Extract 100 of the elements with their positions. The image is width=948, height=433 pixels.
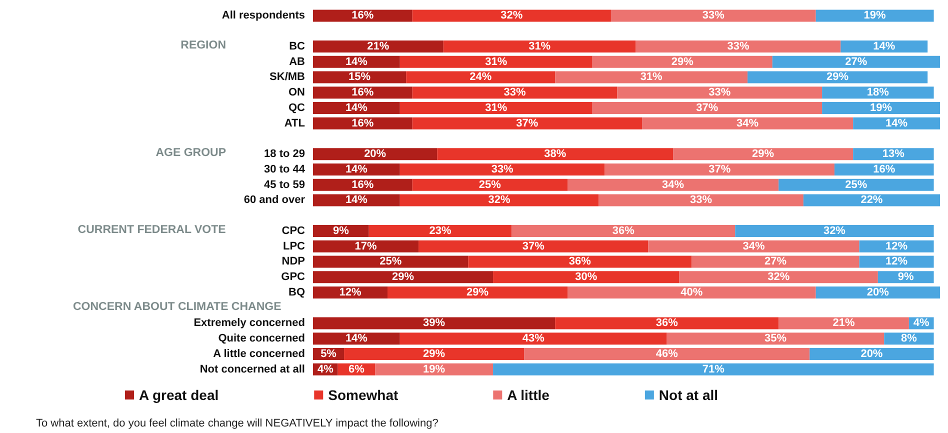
y-tick-label: A little concerned [213,348,305,360]
y-tick-label: GPC [281,271,306,284]
y-tick-label: NDP [282,256,305,268]
data-label: 32% [768,271,790,284]
data-label: 16% [873,163,896,176]
text: CONCERN ABOUT CLIMATE CHANGE [73,300,282,313]
data-label: 20% [860,348,883,360]
data-label: 25% [478,178,502,191]
data-label: 13% [882,148,905,160]
y-tick-label: 18 to 29 [264,148,305,160]
y-tick-label: LPC [283,240,306,252]
data-label: 12% [886,240,908,252]
data-label: 36% [568,256,592,268]
data-label: 22% [860,194,883,206]
data-label: 37% [522,240,545,252]
data-label: 4% [317,363,334,376]
data-label: 39% [423,317,446,330]
data-label: 6% [348,363,365,376]
legend-label: A great deal [139,387,219,403]
data-label: 29% [466,286,489,298]
data-label: 14% [886,117,908,130]
data-label: 29% [392,271,414,284]
data-label: 19% [864,10,886,22]
data-label: 25% [380,256,402,268]
data-label: 24% [470,71,492,84]
y-tick-label: SK/MB [270,71,306,84]
data-label: 14% [345,56,368,68]
data-label: 16% [352,117,374,130]
data-label: 33% [702,10,725,22]
data-label: 32% [823,224,846,237]
y-tick-label: Not concerned at all [200,363,305,376]
data-label: 31% [485,102,508,114]
data-label: 14% [345,163,368,176]
y-tick-label: BC [289,40,306,52]
data-label: 29% [423,348,446,360]
data-label: 31% [640,71,663,84]
data-label: 36% [612,224,635,237]
data-label: 4% [913,317,930,330]
data-label: 14% [345,102,368,114]
data-label: 46% [656,348,678,360]
text: CURRENT FEDERAL VOTE [78,224,226,236]
text: To what extent, do you feel climate change will NEGATIVELY impact the following? [36,418,438,430]
data-label: 38% [544,148,566,160]
y-tick-label: All respondents [222,10,305,22]
data-label: 37% [708,163,731,176]
y-tick-label: Quite concerned [218,332,305,345]
data-label: 27% [845,56,868,68]
data-label: 40% [680,286,703,298]
data-label: 32% [500,10,523,22]
legend-label: Somewhat [328,387,398,403]
data-label: 8% [901,332,918,345]
data-label: 17% [354,240,377,252]
data-label: 37% [696,102,718,114]
data-label: 35% [764,332,787,345]
data-label: 71% [702,363,725,376]
data-label: 43% [522,332,545,345]
data-label: 36% [656,317,678,330]
data-label: 20% [364,148,386,160]
y-tick-label: AB [289,56,306,68]
data-label: 33% [504,86,526,99]
legend-label: Not at all [658,387,718,403]
data-label: 19% [870,102,892,114]
y-tick-label: ATL [284,117,306,130]
data-label: 32% [488,194,510,206]
data-label: 30% [575,271,598,284]
data-label: 23% [429,224,452,237]
text: REGION [180,39,226,52]
y-tick-label: Extremely concerned [194,317,305,330]
data-label: 27% [764,256,787,268]
y-tick-label: ON [288,86,306,99]
data-label: 25% [845,178,868,191]
data-label: 29% [752,148,774,160]
data-label: 37% [516,117,538,130]
data-label: 9% [898,271,914,284]
data-label: 21% [832,317,855,330]
data-label: 29% [671,56,694,68]
data-label: 16% [352,178,374,191]
data-label: 19% [423,363,446,376]
data-label: 12% [339,286,362,298]
data-label: 14% [345,332,368,345]
data-label: 33% [491,163,514,176]
data-label: 16% [352,10,374,22]
y-tick-label: BQ [288,286,306,298]
data-label: 33% [708,86,731,99]
data-label: 20% [866,286,890,298]
data-label: 14% [873,40,896,52]
data-label: 34% [742,240,765,252]
y-tick-label: 30 to 44 [264,163,306,176]
text: AGE GROUP [156,147,226,160]
data-label: 12% [886,256,908,268]
data-label: 18% [866,86,890,99]
data-label: 14% [345,194,368,206]
data-label: 16% [352,86,374,99]
y-tick-label: CPC [282,224,306,237]
data-label: 34% [662,178,684,191]
data-label: 34% [736,117,759,130]
y-tick-label: 45 to 59 [264,178,305,191]
data-label: 9% [332,224,350,237]
data-label: 5% [320,348,337,360]
data-label: 33% [690,194,712,206]
